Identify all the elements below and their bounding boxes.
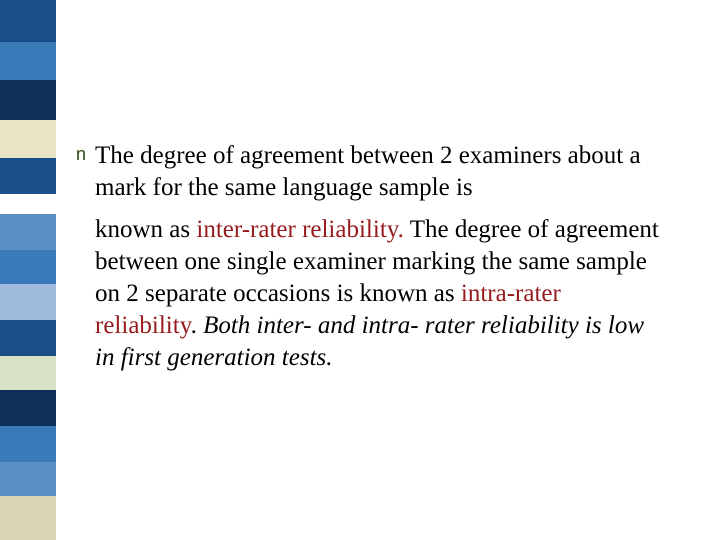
para2-period-2: .: [191, 312, 204, 339]
slide-body: The degree of agreement between 2 examin…: [95, 140, 665, 374]
sidebar-stripe: [0, 320, 56, 356]
bullet-glyph: n: [76, 144, 86, 165]
sidebar-stripe: [0, 390, 56, 426]
sidebar-stripe: [0, 462, 56, 496]
paragraph-2: known as inter-rater reliability. The de…: [95, 214, 665, 374]
sidebar-stripe: [0, 158, 56, 194]
sidebar-stripe: [0, 250, 56, 284]
para2-period-1: .: [398, 216, 410, 243]
sidebar-stripe: [0, 496, 56, 540]
sidebar-stripe: [0, 120, 56, 158]
decorative-sidebar: [0, 0, 56, 540]
sidebar-stripe: [0, 284, 56, 320]
sidebar-stripe: [0, 214, 56, 250]
sidebar-stripe: [0, 80, 56, 120]
para2-lead: known as: [95, 216, 196, 243]
sidebar-stripe: [0, 356, 56, 390]
sidebar-stripe: [0, 0, 56, 42]
paragraph-1: The degree of agreement between 2 examin…: [95, 140, 665, 204]
term-inter-rater: inter-rater reliability: [196, 216, 397, 243]
sidebar-stripe: [0, 194, 56, 214]
sidebar-stripe: [0, 42, 56, 80]
sidebar-stripe: [0, 426, 56, 462]
